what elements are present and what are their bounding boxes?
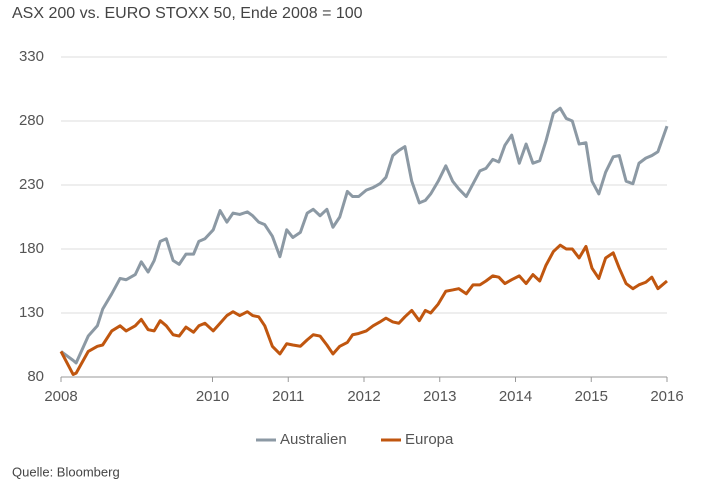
y-tick-label: 80 xyxy=(27,368,44,385)
x-tick-label: 2013 xyxy=(423,388,456,405)
series-line xyxy=(60,106,669,365)
y-tick-label: 180 xyxy=(19,240,44,257)
chart-title: ASX 200 vs. EURO STOXX 50, Ende 2008 = 1… xyxy=(12,5,363,22)
legend-label: Europa xyxy=(405,431,454,448)
source: Quelle: Bloomberg xyxy=(12,464,120,479)
series-line xyxy=(59,243,668,376)
x-tick-label: 2008 xyxy=(44,388,77,405)
x-tick-label: 2016 xyxy=(650,388,683,405)
x-tick-label: 2011 xyxy=(272,388,304,405)
x-tick-label: 2012 xyxy=(347,388,380,405)
y-tick-label: 330 xyxy=(19,48,44,65)
x-tick-label: 2015 xyxy=(575,388,608,405)
legend-label: Australien xyxy=(280,431,347,448)
y-tick-label: 280 xyxy=(19,112,44,129)
y-tick-label: 130 xyxy=(19,304,44,321)
x-tick-label: 2010 xyxy=(196,388,229,405)
x-tick-label: 2014 xyxy=(499,388,532,405)
y-tick-label: 230 xyxy=(19,176,44,193)
